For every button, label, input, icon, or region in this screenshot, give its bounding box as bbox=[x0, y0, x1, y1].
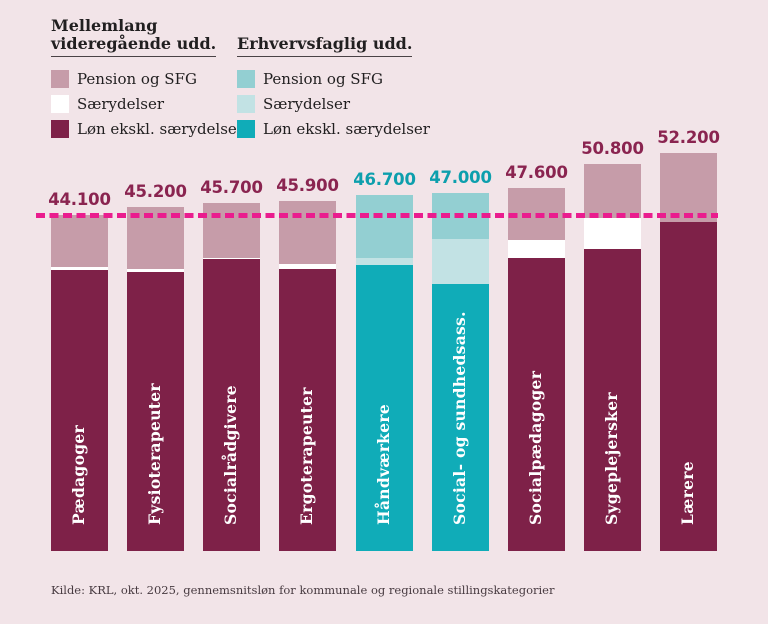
legend-heading-efu: Erhvervsfaglig udd. bbox=[237, 19, 430, 57]
segment-saer bbox=[203, 257, 260, 260]
legend-label: Løn ekskl. særydelser bbox=[263, 119, 430, 138]
bar-value-label: 45.700 bbox=[200, 177, 263, 197]
legend-heading-efu-text: Erhvervsfaglig udd. bbox=[237, 35, 413, 57]
segment-saer bbox=[432, 238, 489, 284]
segment-loen bbox=[51, 269, 108, 551]
legend-swatch-efu-loen-icon bbox=[237, 119, 255, 138]
legend-label: Særydelser bbox=[77, 94, 165, 113]
segment-saer bbox=[584, 218, 641, 250]
legend-swatch-efu-saerydelser-icon bbox=[237, 94, 255, 113]
segment-saer bbox=[279, 263, 336, 270]
legend-item-efu-loen: Løn ekskl. særydelser bbox=[237, 116, 430, 141]
bar: Sygeplejersker bbox=[584, 163, 641, 551]
segment-pension bbox=[51, 215, 108, 267]
legend-label: Pension og SFG bbox=[77, 69, 197, 88]
legend-swatch-mvu-loen-icon bbox=[51, 119, 69, 138]
bar-category-label: Socialrådgivere bbox=[221, 385, 240, 525]
bar-value-label: 47.000 bbox=[429, 167, 492, 187]
bar-category-label: Socialpædagoger bbox=[526, 370, 545, 525]
bar-category-label: Lærere bbox=[678, 461, 697, 525]
segment-pension bbox=[584, 163, 641, 219]
bar-category-label: Pædagoger bbox=[69, 425, 88, 525]
bar-value-label: 52.200 bbox=[657, 128, 720, 148]
segment-pension bbox=[279, 201, 336, 264]
bar-value-label: 45.900 bbox=[276, 176, 339, 196]
legend-item-efu-pension: Pension og SFG bbox=[237, 66, 430, 91]
bar-category-label: Fysioterapeuter bbox=[145, 383, 164, 525]
legend-heading-mvu-line2: videregående udd. bbox=[51, 34, 217, 53]
bar-category-label: Social- og sundhedsass. bbox=[450, 311, 469, 525]
bar-value-label: 46.700 bbox=[353, 170, 416, 190]
segment-loen bbox=[432, 283, 489, 551]
legend-swatch-mvu-saerydelser-icon bbox=[51, 94, 69, 113]
legend-group-mvu: Mellemlang videregående udd. Pension og … bbox=[51, 16, 244, 141]
segment-pension bbox=[660, 153, 717, 222]
segment-saer bbox=[356, 258, 413, 265]
bar-value-label: 47.600 bbox=[505, 163, 568, 183]
segment-loen bbox=[356, 264, 413, 551]
source-note: Kilde: KRL, okt. 2025, gennemsnitsløn fo… bbox=[51, 583, 555, 597]
bar: Ergoterapeuter bbox=[279, 201, 336, 551]
bar-category-label: Ergoterapeuter bbox=[297, 387, 316, 525]
bar: Lærere bbox=[660, 153, 717, 551]
bar: Håndværkere bbox=[356, 195, 413, 551]
bar: Social- og sundhedsass. bbox=[432, 192, 489, 551]
legend-item-efu-saerydelser: Særydelser bbox=[237, 91, 430, 116]
bar-value-label: 50.800 bbox=[581, 138, 644, 158]
segment-saer bbox=[508, 240, 565, 259]
legend-item-mvu-saerydelser: Særydelser bbox=[51, 91, 244, 116]
segment-pension bbox=[203, 202, 260, 258]
segment-loen bbox=[508, 258, 565, 551]
segment-loen bbox=[203, 259, 260, 551]
legend-swatch-mvu-pension-icon bbox=[51, 69, 69, 88]
bar: Socialrådgivere bbox=[203, 202, 260, 551]
legend-item-mvu-pension: Pension og SFG bbox=[51, 66, 244, 91]
segment-saer bbox=[51, 266, 108, 270]
reference-dashed-line bbox=[36, 212, 718, 218]
segment-loen bbox=[127, 272, 184, 551]
bar: Pædagoger bbox=[51, 215, 108, 551]
legend-label: Særydelser bbox=[263, 94, 351, 113]
legend-label: Løn ekskl. særydelser bbox=[77, 119, 244, 138]
segment-loen bbox=[584, 249, 641, 551]
segment-saer bbox=[127, 269, 184, 273]
segment-loen bbox=[660, 221, 717, 551]
bar-value-label: 45.200 bbox=[124, 181, 187, 201]
legend-heading-mvu: Mellemlang videregående udd. bbox=[51, 16, 244, 57]
bar-value-label: 44.100 bbox=[48, 190, 111, 209]
legend-item-mvu-loen: Løn ekskl. særydelser bbox=[51, 116, 244, 141]
legend-group-efu: Erhvervsfaglig udd. Pension og SFG Særyd… bbox=[237, 19, 430, 141]
bar-category-label: Håndværkere bbox=[374, 403, 393, 525]
segment-pension bbox=[356, 195, 413, 259]
legend-heading-mvu-line1: Mellemlang bbox=[51, 16, 158, 35]
bar: Socialpædagoger bbox=[508, 188, 565, 551]
bar-category-label: Sygeplejersker bbox=[602, 392, 621, 525]
segment-loen bbox=[279, 269, 336, 551]
legend-swatch-efu-pension-icon bbox=[237, 69, 255, 88]
bar: Fysioterapeuter bbox=[127, 206, 184, 551]
legend-label: Pension og SFG bbox=[263, 69, 383, 88]
